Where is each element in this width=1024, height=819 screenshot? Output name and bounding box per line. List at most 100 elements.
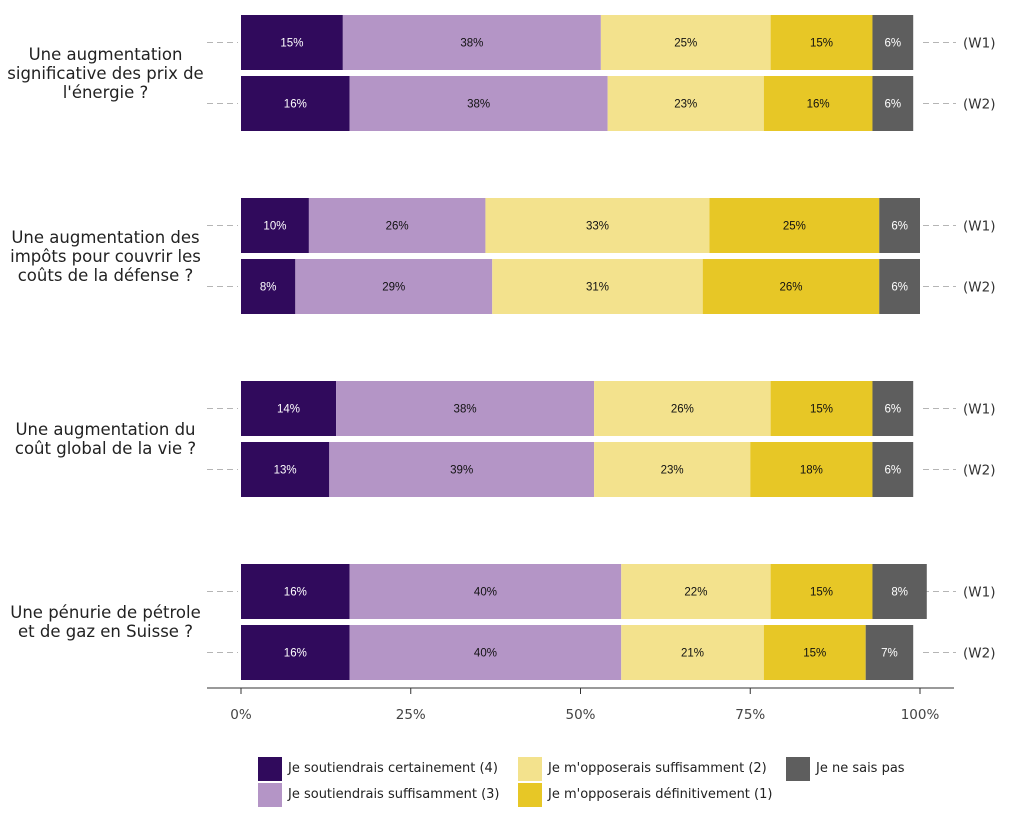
bar-segment	[763, 625, 866, 680]
bar-segment	[241, 381, 337, 436]
bar-segment	[702, 259, 880, 314]
legend-label: Je m'opposerais définitivement (1)	[548, 787, 773, 802]
legend-item-oppose-enough: Je m'opposerais suffisamment (2)	[518, 757, 767, 781]
wave-label: (W1)	[963, 402, 995, 418]
legend-swatch	[518, 757, 542, 781]
wave-label: (W2)	[963, 646, 995, 662]
bar-segment	[621, 625, 764, 680]
question-label: Une pénurie de pétrole et de gaz en Suis…	[10, 603, 201, 641]
data-label: 21%	[681, 648, 704, 660]
bar-segment	[621, 564, 771, 619]
bar-segment	[872, 564, 927, 619]
data-label: 8%	[260, 282, 277, 294]
data-label: 25%	[783, 221, 806, 233]
bar-segment	[865, 625, 914, 680]
data-label: 38%	[467, 99, 490, 111]
bar-segment	[709, 198, 880, 253]
bar-segment	[336, 381, 595, 436]
x-tick-label: 50%	[565, 707, 595, 723]
bar-segment	[770, 15, 873, 70]
legend-swatch	[518, 783, 542, 807]
data-label: 6%	[891, 282, 908, 294]
wave-label: (W1)	[963, 585, 995, 601]
bar-segment	[342, 15, 601, 70]
data-label: 6%	[885, 404, 902, 416]
data-label: 25%	[674, 38, 697, 50]
data-label: 8%	[891, 587, 908, 599]
bar-segment	[485, 198, 710, 253]
data-label: 6%	[891, 221, 908, 233]
data-label: 16%	[284, 587, 307, 599]
data-label: 40%	[474, 648, 497, 660]
legend-item-oppose-definitely: Je m'opposerais définitivement (1)	[518, 783, 772, 807]
bar-segment	[329, 442, 595, 497]
data-label: 14%	[277, 404, 300, 416]
data-label: 39%	[450, 465, 473, 477]
bar-segment	[879, 259, 920, 314]
data-label: 16%	[284, 648, 307, 660]
bar-segment	[594, 442, 751, 497]
data-label: 31%	[586, 282, 609, 294]
wave-label: (W1)	[963, 219, 995, 235]
bar-segment	[750, 442, 873, 497]
data-label: 15%	[810, 587, 833, 599]
bar-segment	[763, 76, 873, 131]
question-label: Une augmentation des impôts pour couvrir…	[10, 227, 201, 285]
bar-segment	[241, 15, 343, 70]
data-label: 6%	[885, 38, 902, 50]
legend-label: Je soutiendrais suffisamment (3)	[288, 787, 500, 802]
data-label: 6%	[885, 99, 902, 111]
legend-swatch	[258, 757, 282, 781]
bar-segment	[872, 442, 914, 497]
data-label: 23%	[661, 465, 684, 477]
bar-segment	[770, 564, 873, 619]
bar-segment	[241, 198, 309, 253]
data-label: 15%	[810, 404, 833, 416]
legend-swatch	[258, 783, 282, 807]
legend-label: Je ne sais pas	[816, 761, 905, 776]
bar-segment	[241, 442, 330, 497]
x-tick-label: 0%	[230, 707, 252, 723]
bar-segment	[349, 76, 608, 131]
data-label: 33%	[586, 221, 609, 233]
data-label: 26%	[779, 282, 802, 294]
legend-label: Je soutiendrais certainement (4)	[288, 761, 498, 776]
bar-segment	[594, 381, 771, 436]
data-label: 22%	[684, 587, 707, 599]
bar-segment	[770, 381, 873, 436]
bar-segment	[872, 15, 914, 70]
legend-item-dont-know: Je ne sais pas	[786, 757, 905, 781]
bar-segment	[872, 381, 914, 436]
data-label: 15%	[810, 38, 833, 50]
wave-label: (W2)	[963, 280, 995, 296]
legend-label: Je m'opposerais suffisamment (2)	[548, 761, 767, 776]
bar-segment	[879, 198, 920, 253]
data-label: 7%	[881, 648, 898, 660]
question-label: Une augmentation significative des prix …	[7, 44, 204, 102]
data-label: 23%	[674, 99, 697, 111]
bar-segment	[241, 259, 296, 314]
bar-segment	[295, 259, 493, 314]
bar-segment	[349, 564, 622, 619]
x-tick-label: 75%	[735, 707, 765, 723]
bar-segment	[607, 76, 764, 131]
x-tick-label: 25%	[396, 707, 426, 723]
legend-item-support-certain: Je soutiendrais certainement (4)	[258, 757, 498, 781]
bar-segment	[600, 15, 771, 70]
data-label: 38%	[460, 38, 483, 50]
data-label: 16%	[807, 99, 830, 111]
question-label: Une augmentation du coût global de la vi…	[14, 420, 197, 458]
wave-label: (W1)	[963, 36, 995, 52]
data-label: 6%	[885, 465, 902, 477]
bar-segment	[492, 259, 703, 314]
bar-segment	[349, 625, 622, 680]
wave-label: (W2)	[963, 97, 995, 113]
bar-segment	[872, 76, 914, 131]
legend-swatch	[786, 757, 810, 781]
bar-segment	[241, 625, 350, 680]
legend-item-support-enough: Je soutiendrais suffisamment (3)	[258, 783, 500, 807]
data-label: 15%	[280, 38, 303, 50]
data-label: 13%	[274, 465, 297, 477]
data-label: 29%	[382, 282, 405, 294]
data-label: 26%	[386, 221, 409, 233]
